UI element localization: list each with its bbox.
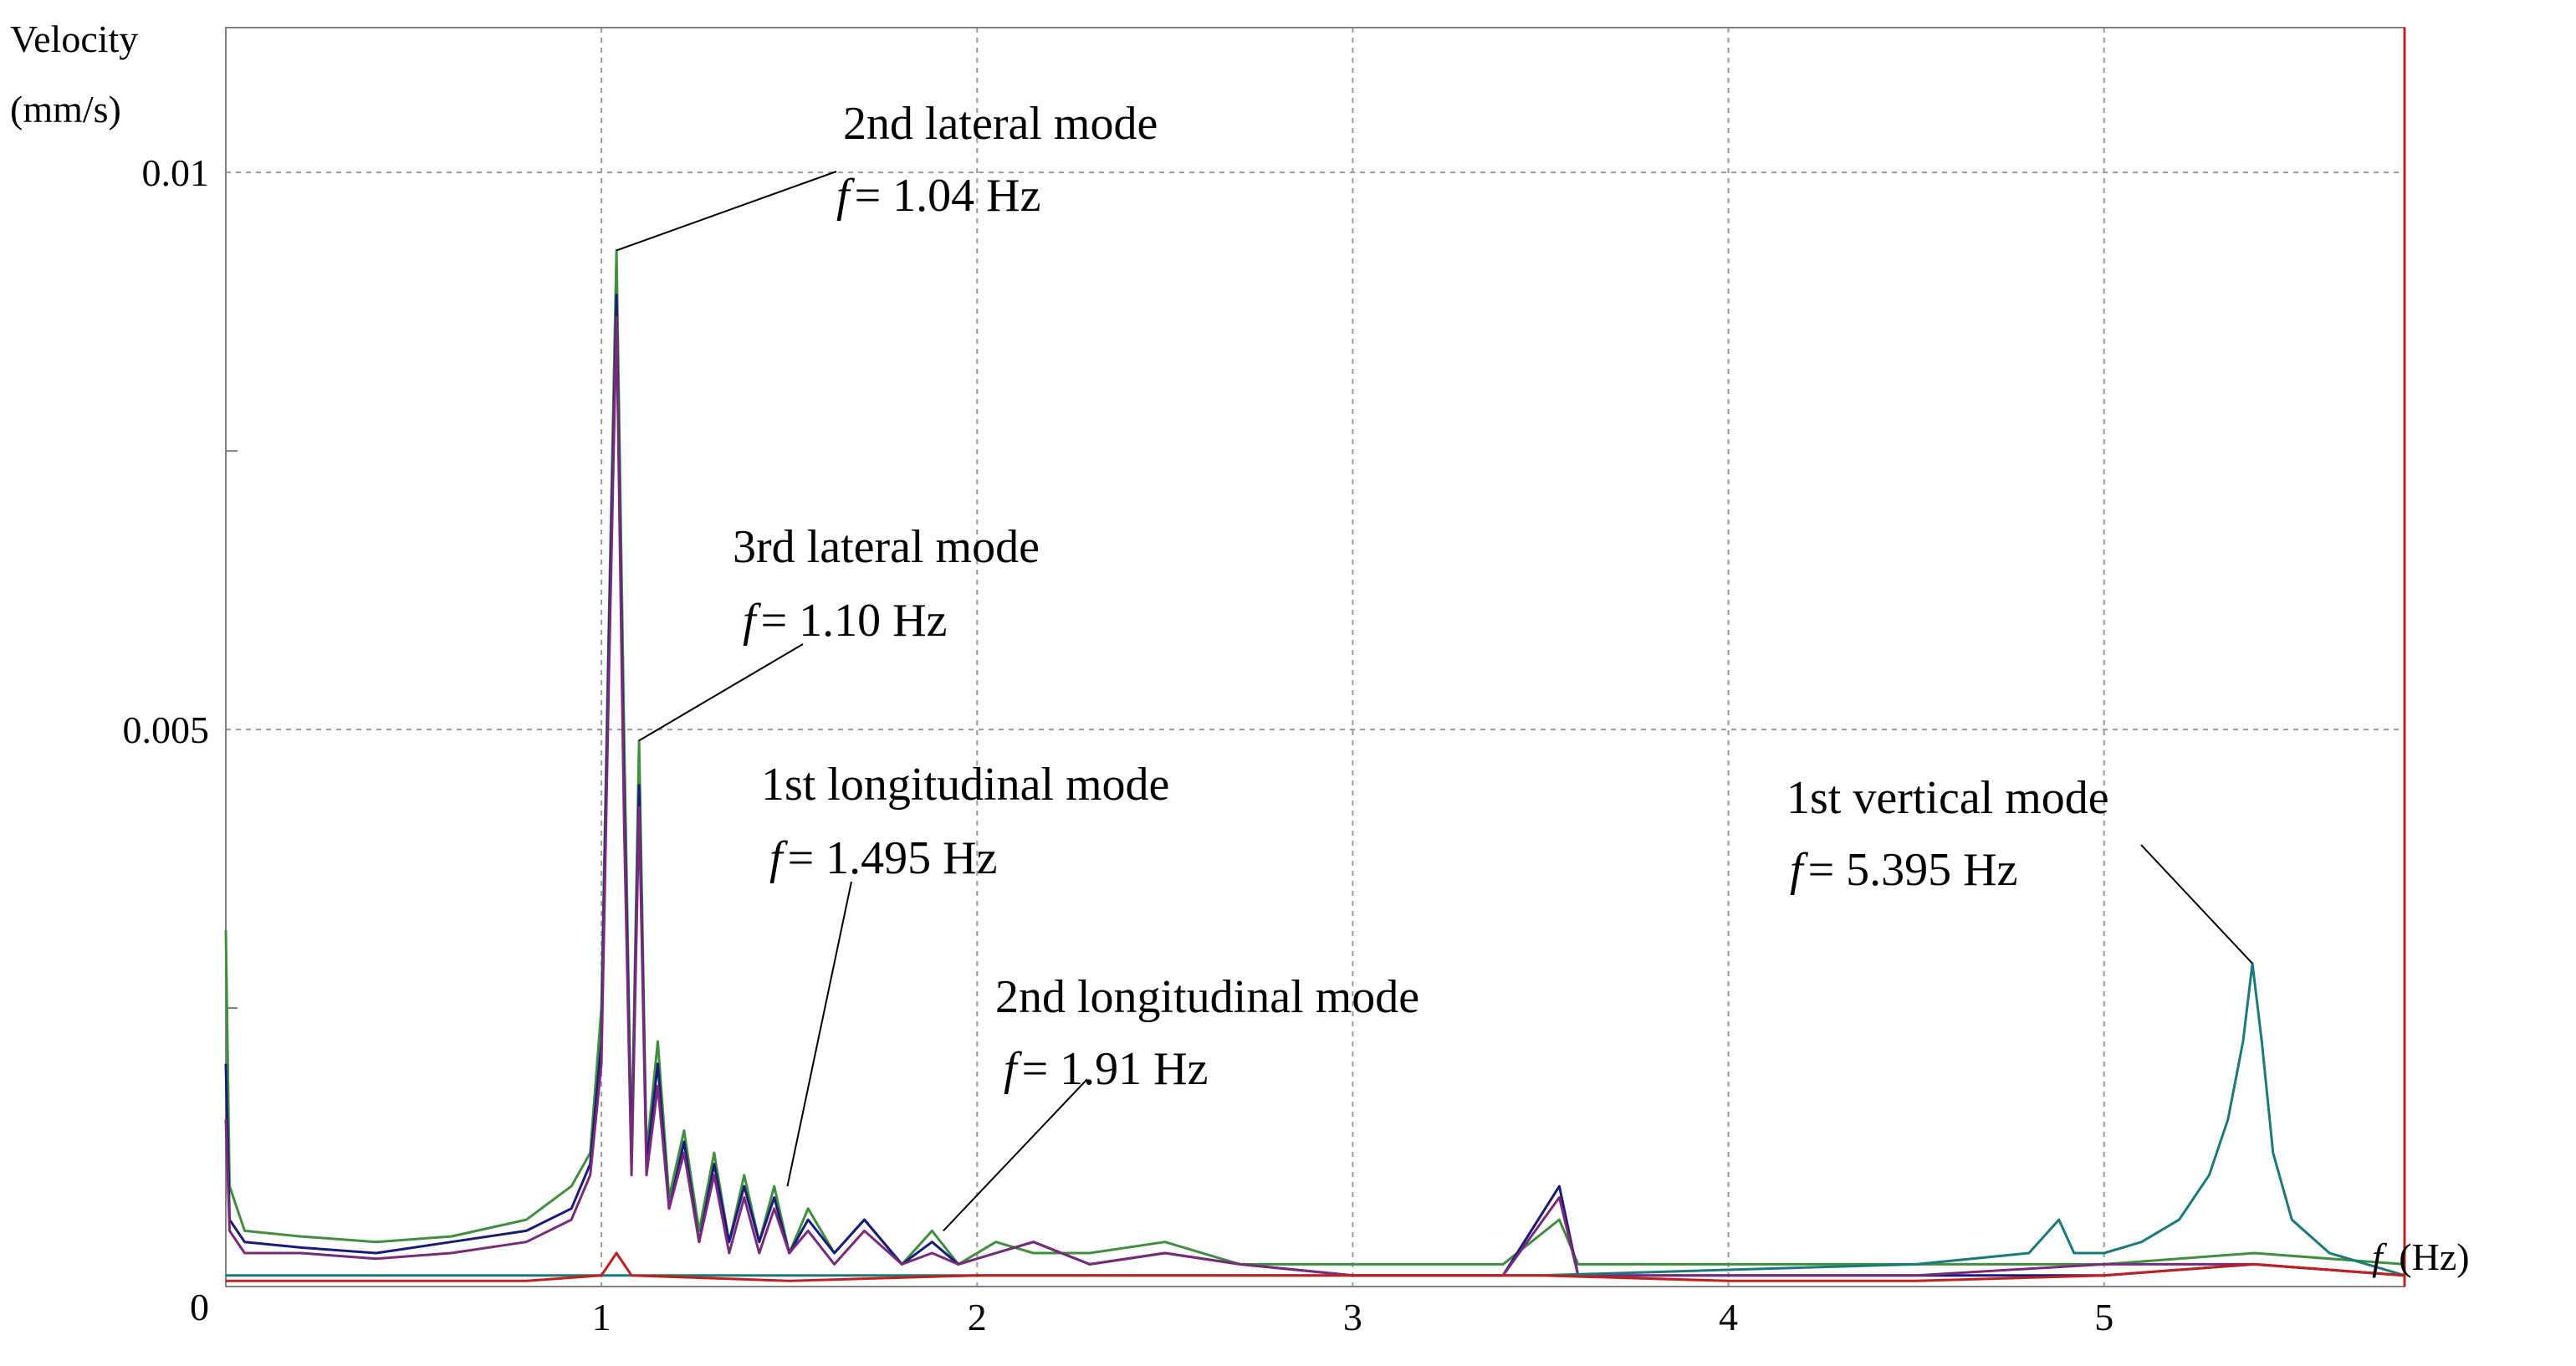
series-line-green <box>224 248 2405 1266</box>
annotation-label: 1st longitudinal mode <box>761 759 1169 811</box>
annotation-label: 3rd lateral mode <box>733 521 1040 573</box>
annotation-2nd-lateral: 2nd lateral mode f = 1.04 Hz <box>836 98 1158 222</box>
annotation-value: f = 5.395 Hz <box>1790 844 2017 896</box>
x-axis-symbol: f <box>2372 1236 2388 1278</box>
leader-line-2 <box>786 881 852 1187</box>
annotation-label: 1st vertical mode <box>1786 772 2109 824</box>
x-tick-label: 4 <box>1719 1296 1738 1338</box>
x-axis-title: f (Hz) <box>2372 1236 2470 1278</box>
x-tick-label: 3 <box>1343 1296 1362 1338</box>
y-tick-label: 0.01 <box>142 151 210 194</box>
leader-line-4 <box>2140 844 2253 964</box>
x-tick-label: 2 <box>968 1296 987 1338</box>
annotation-label: 2nd longitudinal mode <box>995 971 1419 1023</box>
leader-lines <box>616 171 2253 1232</box>
annotation-value: f = 1.495 Hz <box>769 832 997 884</box>
annotation-1st-longitudinal: 1st longitudinal mode f = 1.495 Hz <box>761 759 1169 884</box>
annotation-1st-vertical: 1st vertical mode f = 5.395 Hz <box>1786 772 2109 896</box>
leader-line-3 <box>943 1078 1088 1232</box>
annotation-label: 2nd lateral mode <box>843 98 1158 150</box>
x-tick-labels: 1 2 3 4 5 <box>592 1296 2114 1338</box>
annotation-value: f = 1.04 Hz <box>836 170 1040 222</box>
leader-line-0 <box>616 171 837 252</box>
y-axis-title-line2: (mm/s) <box>10 88 121 130</box>
y-axis-title-line1: Velocity <box>10 18 138 60</box>
series-line-teal <box>226 962 2405 1277</box>
x-tick-label: 5 <box>2094 1296 2113 1338</box>
annotation-value: f = 1.10 Hz <box>743 595 947 647</box>
x-axis-unit: (Hz) <box>2399 1236 2469 1278</box>
y-tick-label: 0 <box>190 1286 209 1328</box>
y-tick-labels: 0 0.005 0.01 <box>123 151 210 1328</box>
x-tick-label: 1 <box>592 1296 611 1338</box>
leader-line-1 <box>638 643 804 742</box>
y-tick-label: 0.005 <box>123 709 210 751</box>
annotation-value: f = 1.91 Hz <box>1004 1043 1208 1095</box>
annotation-3rd-lateral: 3rd lateral mode f = 1.10 Hz <box>733 521 1040 647</box>
annotation-2nd-longitudinal: 2nd longitudinal mode f = 1.91 Hz <box>995 971 1419 1095</box>
series-layer <box>224 248 2405 1282</box>
series-line-red <box>226 1251 2405 1282</box>
